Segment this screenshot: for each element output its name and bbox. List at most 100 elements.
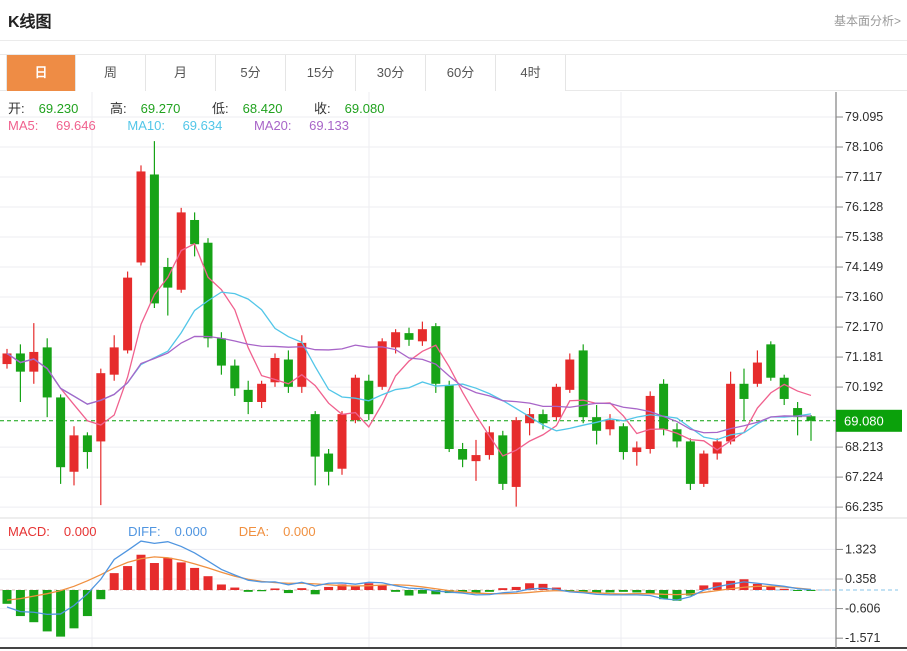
macd-histogram-bar xyxy=(498,588,508,590)
macd-histogram-bar xyxy=(726,580,736,590)
macd-histogram-bar xyxy=(190,567,200,590)
macd-histogram-bar xyxy=(2,590,12,604)
high-value: 69.270 xyxy=(140,101,181,116)
candle xyxy=(685,441,695,484)
macd-histogram-bar xyxy=(618,590,628,592)
macd-histogram-bar xyxy=(136,554,146,590)
tab-15分[interactable]: 15分 xyxy=(286,55,356,91)
macd-histogram-bar xyxy=(310,590,320,595)
current-price-badge-value: 69.080 xyxy=(844,413,884,428)
diff-value: 0.000 xyxy=(174,524,208,539)
candle xyxy=(605,420,615,430)
candle xyxy=(699,453,709,484)
candle xyxy=(190,219,200,245)
tab-5分[interactable]: 5分 xyxy=(216,55,286,91)
macd-histogram-bar xyxy=(123,566,133,590)
macd-histogram-bar xyxy=(538,583,548,590)
macd-histogram-bar xyxy=(203,576,213,590)
tab-日[interactable]: 日 xyxy=(6,55,76,91)
candle xyxy=(391,332,401,348)
candle xyxy=(257,383,267,402)
candle xyxy=(806,416,816,421)
tab-4时[interactable]: 4时 xyxy=(496,55,566,91)
candle xyxy=(2,353,12,365)
macd-histogram-bar xyxy=(337,584,347,590)
macd-histogram-bar xyxy=(109,573,119,590)
macd-histogram-bar xyxy=(511,586,521,590)
macd-histogram-bar xyxy=(324,586,334,590)
candle xyxy=(82,435,92,453)
candle xyxy=(793,408,803,418)
y-axis-label: 71.181 xyxy=(845,350,883,364)
ma10-label: MA10: xyxy=(127,118,165,133)
macd-histogram-bar xyxy=(297,588,307,590)
candle xyxy=(364,380,374,415)
y-axis-label: 66.235 xyxy=(845,500,883,514)
tab-30分[interactable]: 30分 xyxy=(356,55,426,91)
macd-histogram-bar xyxy=(364,583,374,590)
tab-60分[interactable]: 60分 xyxy=(426,55,496,91)
macd-histogram-bar xyxy=(257,590,267,592)
candle xyxy=(592,417,602,431)
macd-histogram-bar xyxy=(350,586,360,590)
y-axis-label: 75.138 xyxy=(845,230,883,244)
macd-histogram-bar xyxy=(739,579,749,590)
page-title: K线图 xyxy=(8,14,52,31)
candle xyxy=(444,385,454,450)
macd-histogram-bar xyxy=(592,590,602,594)
macd-histogram-bar xyxy=(471,590,481,594)
macd-histogram-bar xyxy=(699,585,709,590)
macd-histogram-bar xyxy=(29,590,39,623)
open-label: 开: xyxy=(8,101,25,116)
candle xyxy=(578,350,588,418)
candle xyxy=(565,359,575,390)
candle xyxy=(632,447,642,453)
macd-axis-label: 0.358 xyxy=(845,572,876,586)
macd-histogram-bar xyxy=(484,590,494,592)
macd-histogram-bar xyxy=(42,590,52,632)
candle xyxy=(230,365,240,389)
y-axis-label: 76.128 xyxy=(845,200,883,214)
ma20-label: MA20: xyxy=(253,118,292,133)
macd-histogram-bar xyxy=(391,590,401,592)
candle xyxy=(29,351,39,372)
y-axis-label: 73.160 xyxy=(845,290,883,304)
tab-周[interactable]: 周 xyxy=(76,55,146,91)
candle xyxy=(618,426,628,453)
macd-histogram-bar xyxy=(283,590,293,594)
macd-readout: MACD: 0.000 DIFF: 0.000 DEA: 0.000 xyxy=(8,524,344,539)
interval-tabbar: 日周月 5分 15分 30分 60分 4时 xyxy=(0,54,907,91)
fundamental-analysis-link[interactable]: 基本面分析> xyxy=(833,14,901,28)
ma20-value: 69.133 xyxy=(309,118,349,133)
high-label: 高: xyxy=(110,101,127,116)
close-label: 收: xyxy=(314,101,331,116)
ma5-value: 69.646 xyxy=(55,118,96,133)
diff-label: DIFF: xyxy=(128,524,161,539)
candle xyxy=(458,449,468,460)
candle xyxy=(645,395,655,450)
macd-histogram-bar xyxy=(243,590,253,592)
candle xyxy=(350,377,360,421)
y-axis-label: 67.224 xyxy=(845,470,883,484)
macd-histogram-bar xyxy=(216,584,226,590)
candle xyxy=(779,377,789,399)
candle xyxy=(404,333,414,340)
macd-histogram-bar xyxy=(230,587,240,590)
y-axis-label: 79.095 xyxy=(845,110,883,124)
candle xyxy=(297,342,307,387)
ma20-line xyxy=(6,335,812,434)
macd-histogram-bar xyxy=(270,588,280,590)
macd-histogram-bar xyxy=(766,586,776,590)
tab-月[interactable]: 月 xyxy=(146,55,216,91)
ohlc-readout: 开: 69.230 高: 69.270 低: 68.420 收: 69.080 xyxy=(8,98,412,117)
candle xyxy=(672,429,682,442)
dea-line xyxy=(6,556,812,601)
candle xyxy=(324,453,334,472)
y-axis-label: 70.192 xyxy=(845,380,883,394)
candle xyxy=(203,242,213,339)
candle xyxy=(283,359,293,387)
candle xyxy=(766,344,776,378)
ma5-line xyxy=(6,242,812,457)
candle xyxy=(56,397,66,468)
